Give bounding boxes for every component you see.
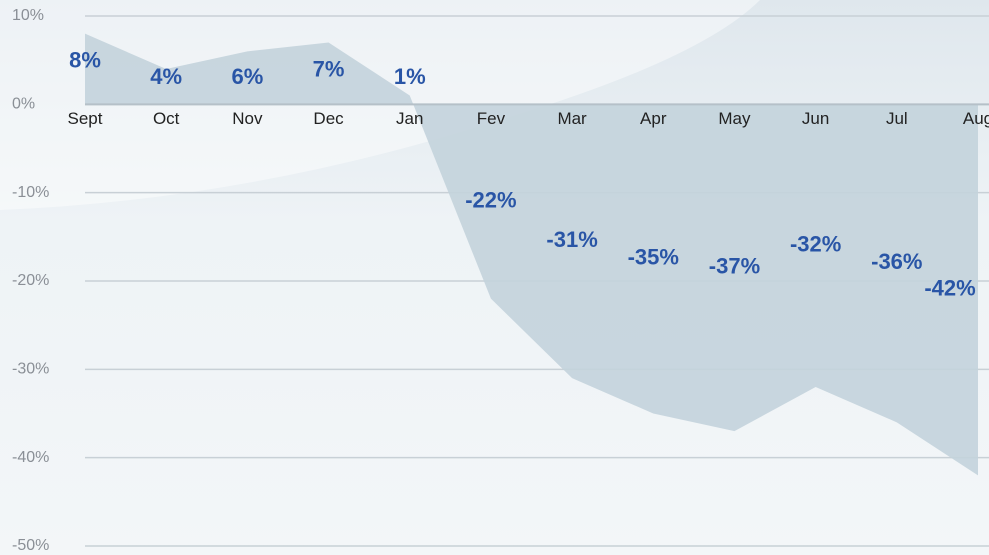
x-tick-label: May	[718, 109, 751, 128]
y-tick-label: -10%	[12, 184, 49, 201]
x-tick-label: Fev	[477, 109, 506, 128]
value-label: -32%	[790, 231, 841, 256]
y-tick-label: -20%	[12, 272, 49, 289]
value-label: 1%	[394, 64, 426, 89]
area	[85, 33, 978, 476]
value-label: 7%	[313, 56, 345, 81]
value-label: -36%	[871, 249, 922, 274]
y-tick-label: -50%	[12, 537, 49, 554]
x-tick-label: Dec	[313, 109, 344, 128]
value-label: -31%	[546, 227, 597, 252]
x-tick-label: Oct	[153, 109, 180, 128]
x-tick-label: Apr	[640, 109, 667, 128]
value-label: -37%	[709, 254, 760, 279]
y-tick-label: -40%	[12, 449, 49, 466]
x-tick-label: Jul	[886, 109, 908, 128]
x-tick-label: Sept	[68, 109, 103, 128]
x-tick-label: Aug	[963, 109, 989, 128]
value-label: 8%	[69, 47, 101, 72]
x-tick-label: Jan	[396, 109, 423, 128]
value-label: 6%	[231, 64, 263, 89]
x-tick-label: Mar	[557, 109, 587, 128]
value-label: -42%	[924, 276, 975, 301]
x-tick-label: Jun	[802, 109, 829, 128]
value-label: -35%	[628, 245, 679, 270]
y-tick-label: 10%	[12, 7, 44, 24]
value-label: 4%	[150, 64, 182, 89]
x-tick-label: Nov	[232, 109, 263, 128]
y-tick-label: 0%	[12, 96, 35, 113]
value-label: -22%	[465, 187, 516, 212]
y-tick-label: -30%	[12, 361, 49, 378]
